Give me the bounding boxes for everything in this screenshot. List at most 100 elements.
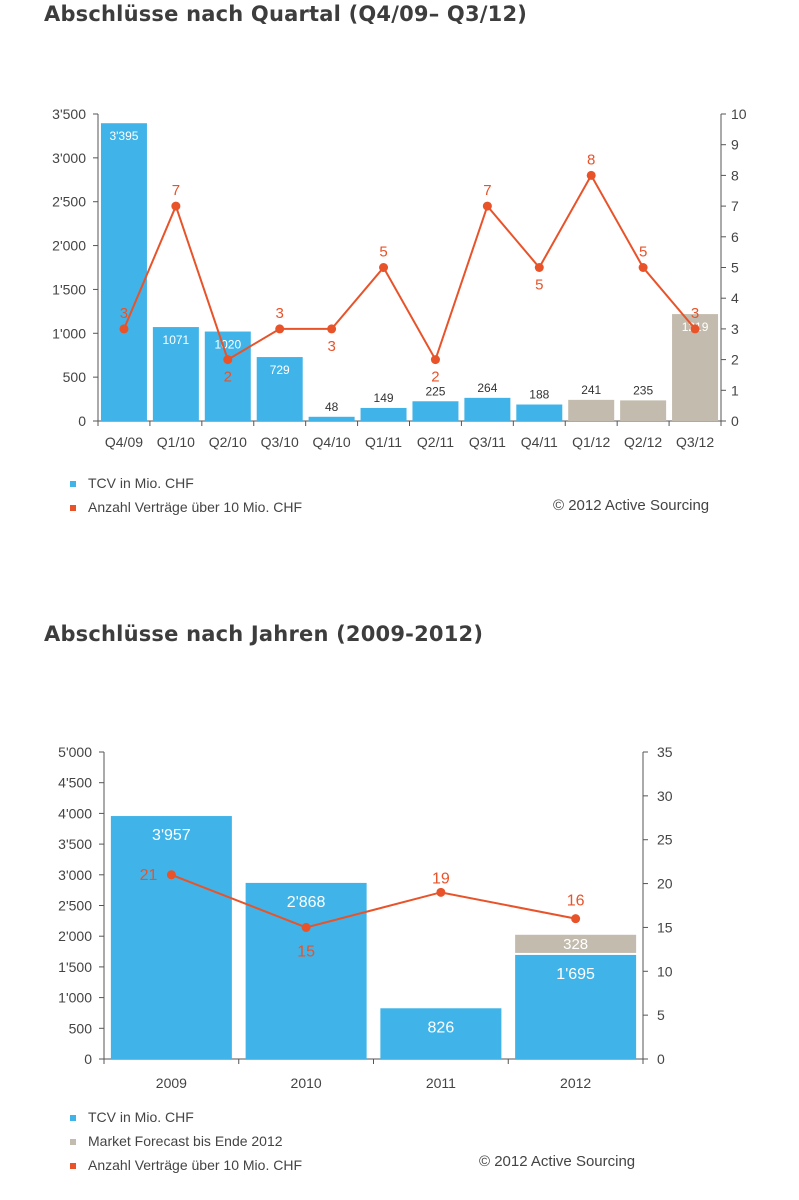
count-point [534, 263, 544, 272]
y-tick-label: 500 [69, 1020, 93, 1036]
y2-tick-label: 3 [731, 321, 739, 337]
tcv-bar [620, 400, 667, 421]
count-value-label: 3 [120, 305, 128, 322]
tcv-bar [204, 331, 251, 421]
y2-tick-label: 1 [731, 382, 739, 398]
tcv-value-label: 241 [581, 383, 601, 397]
count-point [586, 170, 596, 180]
y-tick-label: 4'000 [58, 805, 92, 821]
y2-tick-label: 10 [731, 106, 747, 122]
y2-tick-label: 9 [731, 137, 739, 153]
y-tick-label: 4'500 [58, 775, 92, 791]
tcv-bar [380, 1008, 502, 1059]
legend-swatch-tcv [70, 481, 76, 487]
y-tick-label: 3'000 [52, 150, 86, 166]
legend-item-count: Anzahl Verträge über 10 Mio. CHF [66, 1153, 302, 1177]
forecast-bar [515, 934, 637, 953]
count-point [690, 324, 700, 334]
forecast-value-label: 328 [563, 936, 588, 953]
chart-2-legend: TCV in Mio. CHF Market Forecast bis Ende… [66, 1105, 302, 1177]
tcv-value-label: 3'957 [152, 827, 191, 844]
x-tick-label: Q3/11 [469, 434, 506, 450]
legend-label-count: Anzahl Verträge über 10 Mio. CHF [88, 499, 302, 515]
x-tick-label: Q1/12 [572, 434, 610, 450]
legend-item-forecast: Market Forecast bis Ende 2012 [66, 1129, 302, 1153]
count-point [166, 870, 176, 880]
y2-tick-label: 35 [657, 744, 673, 760]
count-value-label: 5 [379, 244, 387, 261]
count-value-label: 2 [431, 369, 439, 386]
legend-label-forecast: Market Forecast bis Ende 2012 [88, 1133, 283, 1149]
y-tick-label: 1'500 [58, 959, 92, 975]
tcv-bar [568, 399, 615, 421]
x-tick-label: Q2/12 [624, 434, 662, 450]
tcv-bar [360, 407, 407, 421]
tcv-value-label: 2'868 [287, 894, 326, 911]
y-tick-label: 1'000 [52, 325, 86, 341]
x-tick-label: 2010 [291, 1075, 322, 1091]
x-tick-label: Q2/10 [209, 434, 247, 450]
yearly-chart: 0 500 1'000 1'500 2'000 2'500 3'000 3'500 4'000 4… [58, 744, 673, 1091]
y2-tick-label: 2 [731, 352, 739, 368]
tcv-value-label: 48 [325, 400, 339, 414]
y-tick-label: 3'500 [52, 106, 86, 122]
tcv-value-label: 3'395 [109, 129, 138, 143]
count-point [119, 324, 129, 334]
count-line [123, 173, 696, 363]
count-point [436, 887, 446, 897]
count-value-label: 5 [535, 277, 543, 294]
y2-tick-label: 15 [657, 919, 673, 935]
legend-label-tcv: TCV in Mio. CHF [88, 1109, 194, 1125]
x-tick-label: Q3/10 [261, 434, 299, 450]
legend-item-tcv: TCV in Mio. CHF [66, 471, 302, 495]
tcv-value-label: 188 [529, 388, 549, 402]
y-tick-label: 1'000 [58, 990, 92, 1006]
count-point [301, 922, 311, 932]
x-tick-label: Q1/10 [157, 434, 195, 450]
legend-swatch-count [70, 1163, 76, 1169]
count-value-label: 7 [172, 182, 180, 199]
count-value-label: 15 [297, 943, 315, 960]
tcv-value-label: 729 [270, 363, 290, 377]
y2-tick-label: 25 [657, 832, 673, 848]
count-point [482, 201, 492, 211]
y-tick-label: 0 [78, 413, 86, 429]
tcv-bar [100, 123, 147, 422]
y-tick-label: 0 [84, 1051, 92, 1067]
x-tick-label: Q1/11 [365, 434, 402, 450]
count-value-label: 3 [327, 338, 335, 355]
count-value-label: 8 [587, 151, 595, 168]
y-tick-label: 1'500 [52, 281, 86, 297]
tcv-bar [516, 404, 563, 421]
tcv-value-label: 1071 [163, 333, 190, 347]
x-tick-label: Q4/09 [105, 434, 143, 450]
count-point [327, 324, 337, 334]
quarterly-chart: 0 500 1'000 1'500 2'000 2'500 3'000 3'500 0 1 2 3 4 5… [52, 106, 747, 450]
y-tick-label: 2'500 [58, 898, 92, 914]
y2-tick-label: 5 [731, 260, 739, 276]
chart-1-copyright: © 2012 Active Sourcing [553, 497, 710, 514]
count-value-label: 3 [276, 305, 284, 322]
x-tick-label: 2011 [426, 1075, 456, 1091]
y-tick-label: 5'000 [58, 744, 92, 760]
chart-1-title: Abschlüsse nach Quartal (Q4/09– Q3/12) [44, 2, 528, 26]
y2-tick-label: 0 [731, 413, 739, 429]
legend-swatch-count [70, 505, 76, 511]
count-value-label: 5 [639, 244, 647, 261]
legend-item-count: Anzahl Verträge über 10 Mio. CHF [66, 495, 302, 519]
count-value-label: 16 [567, 893, 585, 910]
count-point [223, 355, 233, 365]
count-value-label: 2 [224, 369, 232, 386]
y2-tick-label: 7 [731, 198, 739, 214]
chart-2-copyright: © 2012 Active Sourcing [479, 1153, 636, 1170]
tcv-value-label: 1'695 [556, 966, 595, 983]
y2-tick-label: 30 [657, 788, 673, 804]
legend-swatch-forecast [70, 1139, 76, 1145]
chart-1-legend: TCV in Mio. CHF Anzahl Verträge über 10 … [66, 471, 302, 519]
y-tick-label: 3'500 [58, 836, 92, 852]
count-line [171, 873, 576, 929]
y2-tick-label: 6 [731, 229, 739, 245]
y-tick-label: 3'000 [58, 867, 92, 883]
y2-tick-label: 8 [731, 167, 739, 183]
x-tick-label: Q3/12 [676, 434, 714, 450]
